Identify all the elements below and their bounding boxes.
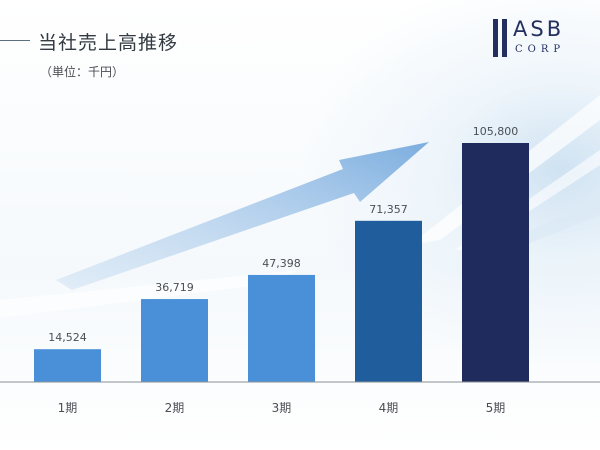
category-label-3: 3期 (272, 401, 292, 415)
bar-1 (34, 349, 101, 382)
category-label-1: 1期 (58, 401, 78, 415)
bars-group (34, 143, 529, 382)
bar-value-label-1: 14,524 (48, 331, 87, 344)
bar-value-label-3: 47,398 (262, 257, 301, 270)
category-label-5: 5期 (486, 401, 506, 415)
bar-value-label-2: 36,719 (155, 281, 194, 294)
category-label-4: 4期 (379, 401, 399, 415)
bar-3 (248, 274, 315, 382)
logo-bar-right (502, 19, 507, 57)
title-rule (0, 40, 30, 41)
logo-bar-left (493, 19, 498, 57)
bar-4 (355, 220, 422, 382)
bar-5 (462, 143, 529, 382)
category-labels-group: 1期 2期 3期 4期 5期 (58, 401, 506, 415)
trend-arrow (56, 142, 429, 290)
bar-value-label-4: 71,357 (369, 203, 408, 216)
category-label-2: 2期 (165, 401, 185, 415)
logo-name: ASB (513, 17, 565, 41)
page-title: 当社売上高推移 (38, 32, 179, 54)
bar-value-label-5: 105,800 (473, 125, 519, 138)
value-labels-group: 14,524 36,719 47,398 71,357 105,800 (48, 125, 518, 344)
bar-2 (141, 299, 208, 382)
asb-logo: ASB CORP (493, 17, 589, 61)
logo-sub: CORP (515, 44, 566, 55)
unit-label: （単位：千円） (40, 65, 125, 79)
